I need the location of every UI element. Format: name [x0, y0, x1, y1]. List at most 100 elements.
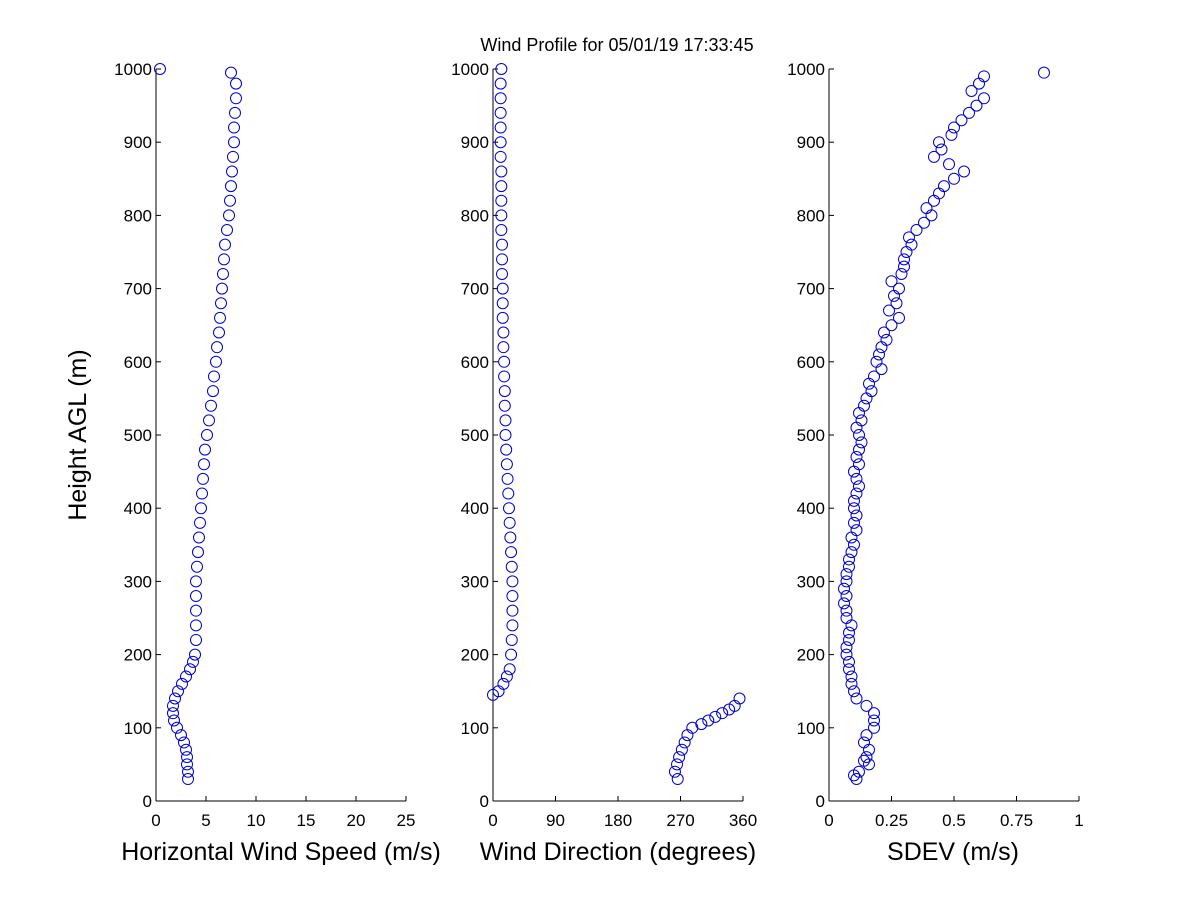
sdev-data-point: [848, 538, 860, 551]
sdev-data-point: [878, 326, 890, 339]
sdev-data-point: [903, 231, 915, 244]
sdev-data-point: [855, 436, 868, 449]
sdev-panel: 0 100 200 300 400 500 600 700 800 900 1000 0 0.25 0.5…: [787, 60, 1084, 866]
sdev-data-point: [853, 765, 865, 778]
sdev-data-point: [893, 311, 905, 324]
sdev-data-point: [920, 202, 933, 215]
speed-data-point: [207, 385, 219, 398]
direction-data-point: [502, 487, 515, 500]
sdev-data-point: [853, 480, 865, 493]
speed-data-point: [197, 472, 209, 485]
direction-data-point: [500, 443, 513, 456]
speed-y-tick-label: 800: [124, 206, 152, 225]
speed-y-tick-label: 300: [124, 572, 152, 591]
direction-data-point: [494, 92, 507, 105]
sdev-x-tick-label: 0.5: [942, 811, 966, 830]
direction-data-point: [497, 677, 510, 690]
speed-y-tick-label: 900: [124, 133, 152, 152]
sdev-data-point: [840, 604, 853, 617]
direction-data-point: [505, 560, 518, 573]
sdev-y-tick-label: 700: [797, 280, 825, 299]
direction-data-point: [495, 194, 508, 207]
sdev-data-point: [1038, 66, 1050, 79]
sdev-data-point: [890, 297, 903, 310]
direction-data-point: [671, 758, 684, 771]
direction-data-point: [505, 546, 518, 559]
speed-data-point: [228, 121, 240, 134]
direction-data-point: [498, 355, 511, 368]
direction-data-point: [496, 297, 509, 310]
direction-x-tick-label: 270: [666, 811, 694, 830]
sdev-data-point: [873, 348, 885, 361]
speed-panel: 0 100 200 300 400 500 600 700 800 900 1000 0 5 10 15 20…: [114, 60, 441, 866]
sdev-y-tick-label: 600: [797, 353, 825, 372]
direction-data-point: [733, 692, 746, 705]
speed-data-point: [228, 136, 240, 149]
direction-data-point: [495, 209, 508, 222]
sdev-data-point: [965, 84, 978, 97]
direction-data-point: [498, 385, 511, 398]
speed-data-point: [218, 253, 230, 266]
sdev-data-point: [843, 655, 855, 668]
direction-data-point: [668, 765, 681, 778]
direction-data-point: [494, 121, 507, 134]
sdev-data-point: [845, 670, 858, 683]
sdev-axes: 0 100 200 300 400 500 600 700 800 900 1000 0 0.25 0.5…: [787, 60, 1084, 830]
direction-data-point: [503, 663, 516, 676]
sdev-data-point: [843, 633, 855, 646]
sdev-data-point: [933, 136, 945, 149]
direction-y-tick-label: 0: [480, 792, 489, 811]
sdev-data-point: [860, 729, 873, 742]
direction-data-point: [502, 502, 515, 515]
speed-data-point: [226, 165, 238, 178]
sdev-data-point: [893, 282, 905, 295]
speed-data-point: [175, 729, 187, 742]
direction-data-point: [496, 267, 509, 280]
sdev-data-point: [860, 699, 873, 712]
sdev-data-point: [850, 472, 863, 485]
sdev-data-point: [918, 216, 930, 229]
speed-markers: [154, 63, 242, 786]
direction-markers: [487, 63, 746, 786]
speed-y-tick-label: 700: [124, 280, 152, 299]
sdev-data-point: [838, 597, 850, 610]
sdev-y-tick-label: 0: [816, 792, 825, 811]
sdev-data-point: [848, 502, 860, 515]
direction-y-tick-label: 900: [461, 133, 489, 152]
sdev-data-point: [840, 590, 853, 603]
direction-y-tick-label: 200: [461, 646, 489, 665]
sdev-data-point: [845, 677, 858, 690]
sdev-y-tick-label: 400: [797, 499, 825, 518]
sdev-data-point: [963, 106, 975, 119]
speed-data-point: [195, 502, 207, 515]
direction-data-point: [671, 773, 684, 786]
sdev-data-point: [853, 458, 865, 471]
sdev-markers: [838, 66, 1050, 786]
direction-data-point: [499, 414, 512, 427]
speed-data-point: [219, 238, 231, 251]
speed-y-tick-label: 500: [124, 426, 152, 445]
direction-data-point: [496, 238, 509, 251]
sdev-data-point: [955, 114, 968, 127]
speed-data-point: [227, 150, 239, 163]
sdev-data-point: [858, 736, 870, 749]
speed-data-point: [214, 311, 226, 324]
sdev-data-point: [850, 692, 863, 705]
direction-data-point: [678, 736, 691, 749]
speed-axes: 0 100 200 300 400 500 600 700 800 900 1000 0 5 10 15 20…: [114, 60, 415, 830]
sdev-data-point: [855, 414, 868, 427]
direction-y-tick-label: 700: [461, 280, 489, 299]
sdev-data-point: [868, 721, 880, 734]
speed-data-point: [189, 648, 201, 661]
speed-data-point: [225, 66, 237, 79]
sdev-data-point: [868, 370, 880, 383]
sdev-data-point: [935, 143, 948, 156]
direction-x-tick-label: 0: [488, 811, 497, 830]
speed-data-point: [216, 282, 228, 295]
direction-data-point: [496, 282, 509, 295]
speed-data-point: [169, 692, 181, 705]
speed-data-point: [182, 765, 194, 778]
sdev-y-tick-label: 200: [797, 646, 825, 665]
sdev-data-point: [843, 626, 855, 639]
